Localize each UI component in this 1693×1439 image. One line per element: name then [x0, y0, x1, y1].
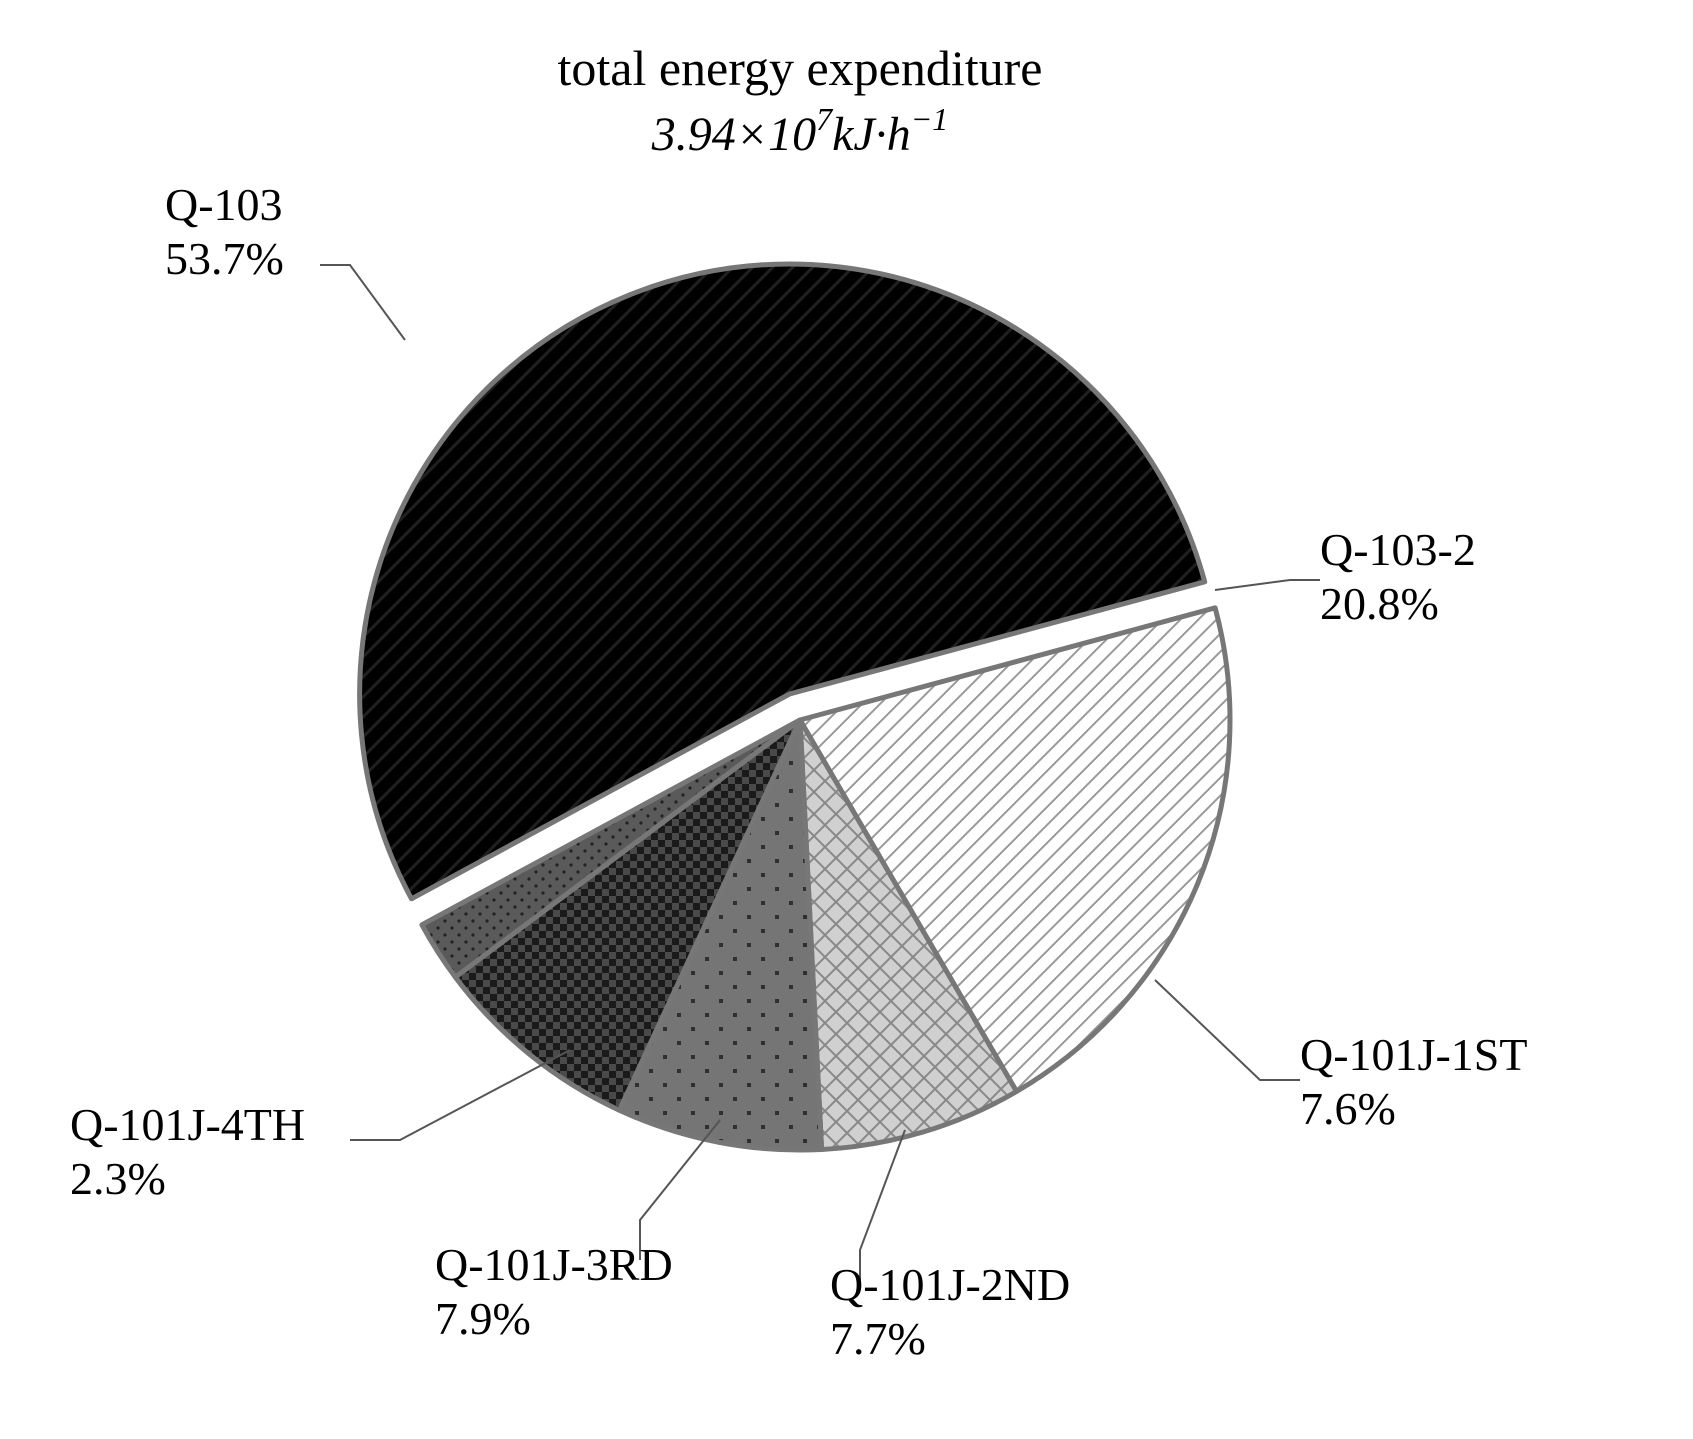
label-Q-101J-2ND: Q-101J-2ND7.7% [830, 1259, 1070, 1364]
label-Q-101J-3RD: Q-101J-3RD7.9% [435, 1239, 673, 1344]
label-Q-103: Q-10353.7% [165, 179, 284, 284]
leader-Q-103-2 [1215, 580, 1320, 590]
label-Q-101J-1ST: Q-101J-1ST7.6% [1300, 1029, 1527, 1134]
leader-Q-103 [320, 265, 405, 340]
chart-title: total energy expenditure [557, 40, 1042, 96]
chart-subtitle: 3.94×107kJ·h−1 [651, 101, 949, 161]
pie-slices [360, 264, 1230, 1150]
leader-Q-101J-1ST [1155, 980, 1300, 1080]
label-Q-101J-4TH: Q-101J-4TH2.3% [70, 1099, 305, 1204]
energy-pie-chart: total energy expenditure 3.94×107kJ·h−1 … [0, 0, 1693, 1439]
label-Q-103-2: Q-103-220.8% [1320, 524, 1476, 629]
